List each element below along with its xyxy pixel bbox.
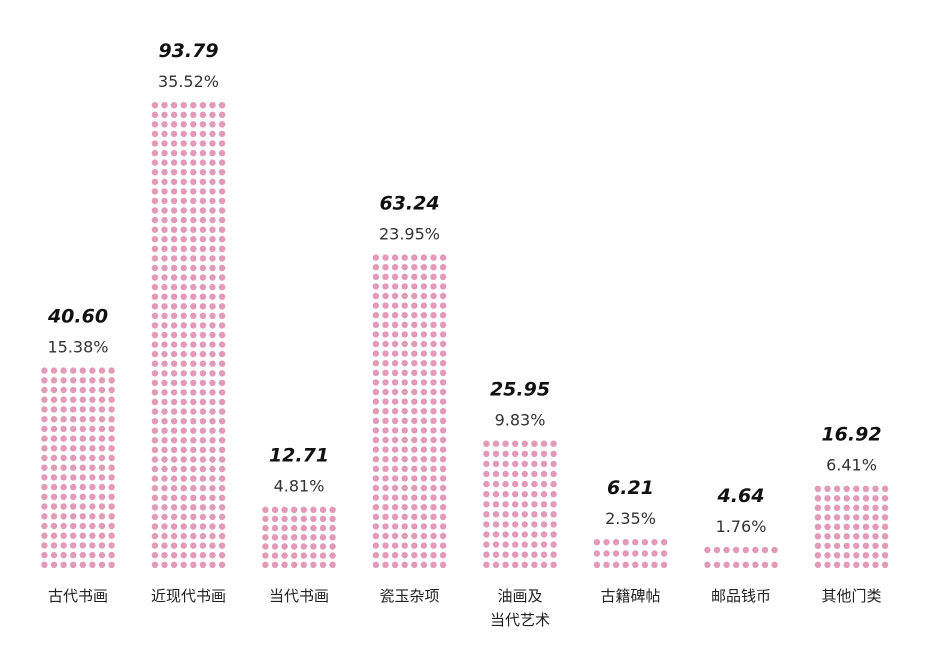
bar-6: [704, 546, 778, 568]
category-label: 古籍碑帖: [600, 587, 660, 605]
bar-7: [814, 485, 889, 568]
percent-label: 4.81%: [274, 477, 325, 496]
value-label: 16.92: [821, 424, 881, 446]
value-label: 12.71: [269, 445, 329, 467]
category-label: 近现代书画: [151, 587, 226, 605]
value-label: 6.21: [607, 477, 654, 499]
value-label: 25.95: [490, 379, 550, 401]
value-label: 4.64: [717, 485, 765, 507]
bar-3: [372, 254, 447, 568]
percent-label: 35.52%: [158, 72, 219, 91]
category-label: 古代书画: [48, 587, 108, 605]
percent-label: 6.41%: [826, 456, 877, 475]
category-label: 当代书画: [269, 587, 329, 605]
bar-4: [483, 440, 557, 568]
value-label: 40.60: [47, 305, 108, 327]
percent-label: 2.35%: [605, 509, 656, 528]
percent-label: 1.76%: [716, 517, 767, 536]
category-label: 邮品钱币: [711, 587, 771, 605]
percent-label: 23.95%: [379, 224, 440, 243]
percent-label: 15.38%: [47, 337, 108, 356]
value-label: 63.24: [379, 192, 439, 214]
bar-5: [593, 539, 668, 568]
percent-label: 9.83%: [495, 411, 546, 430]
bar-0: [41, 367, 115, 568]
category-label: 瓷玉杂项: [379, 587, 439, 605]
category-label: 其他门类: [821, 587, 881, 605]
category-label: 油画及: [497, 587, 542, 605]
bar-1: [151, 102, 226, 568]
category-label: 当代艺术: [490, 611, 550, 629]
bar-2: [262, 506, 336, 568]
value-label: 93.79: [158, 40, 218, 62]
